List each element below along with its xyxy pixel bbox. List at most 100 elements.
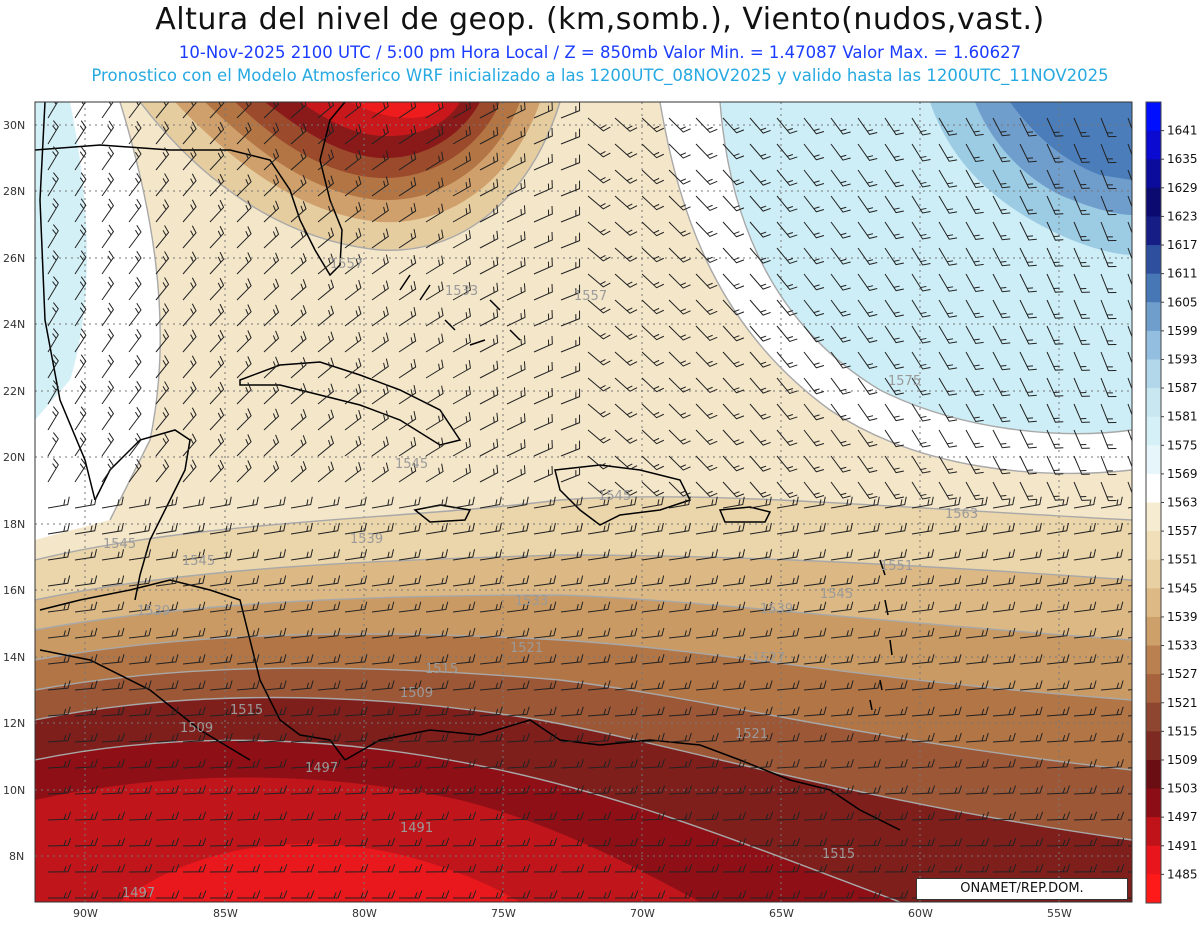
wind-barb: [344, 864, 369, 873]
wind-barb: [1046, 811, 1071, 821]
wind-barb: [236, 278, 252, 301]
wind-barb: [155, 811, 180, 821]
wind-barb: [641, 273, 665, 289]
wind-barb: [830, 429, 851, 447]
wind-barb: [776, 481, 798, 499]
wind-barb: [884, 496, 907, 509]
wind-barb: [398, 811, 423, 821]
colorbar-label: 1539: [1167, 610, 1198, 624]
wind-barb: [614, 221, 638, 236]
wind-barb: [1127, 325, 1132, 339]
wind-barb: [668, 117, 691, 133]
wind-barb: [1073, 680, 1097, 691]
wind-barb: [452, 102, 471, 119]
wind-barb: [398, 732, 422, 743]
wind-barb: [101, 432, 115, 457]
colorbar-label: 1533: [1167, 639, 1198, 653]
wind-barb: [884, 732, 908, 743]
wind-barb: [749, 864, 774, 873]
wind-barb: [452, 334, 471, 353]
wind-barb: [344, 228, 362, 249]
wind-barb: [1019, 351, 1037, 371]
wind-barb: [803, 654, 827, 665]
wind-barb: [317, 680, 341, 691]
wind-barb: [830, 143, 851, 161]
wind-barb: [992, 195, 1011, 215]
wind-barb: [128, 172, 142, 197]
wind-barb: [776, 403, 798, 421]
wind-barb: [614, 455, 638, 470]
wind-barb: [1019, 864, 1044, 873]
wind-barb: [290, 890, 315, 899]
wind-barb: [722, 481, 745, 498]
wind-barb: [992, 221, 1011, 241]
wind-barb: [47, 496, 70, 509]
colorbar-swatch: [1146, 216, 1161, 246]
wind-barb: [803, 247, 825, 265]
wind-barb: [803, 680, 827, 691]
wind-barb: [641, 522, 664, 535]
wind-barb: [1073, 377, 1090, 397]
wind-barb: [506, 127, 526, 145]
wind-barb: [1019, 549, 1043, 561]
wind-barb: [236, 732, 260, 743]
wind-barb: [803, 837, 828, 847]
wind-barb: [1046, 143, 1064, 163]
colorbar-swatch: [1146, 330, 1161, 360]
wind-barb: [533, 439, 553, 457]
wind-barb: [1100, 247, 1117, 268]
wind-barb: [1046, 575, 1070, 587]
wind-barb: [533, 361, 553, 379]
wind-barb: [209, 225, 225, 249]
wind-barb: [290, 601, 314, 613]
wind-barb: [749, 549, 773, 561]
wind-barb: [749, 601, 773, 613]
wind-barb: [857, 143, 878, 161]
wind-barb: [1100, 195, 1117, 216]
wind-barb: [479, 308, 499, 327]
wind-barb: [74, 380, 87, 405]
wind-barb: [749, 429, 771, 446]
wind-barb: [371, 228, 389, 249]
wind-barb: [560, 388, 581, 405]
wind-barb: [1073, 221, 1090, 241]
wind-barb: [614, 273, 638, 288]
wind-barb: [101, 380, 115, 405]
colorbar-label: 1563: [1167, 496, 1198, 510]
wind-barb: [344, 410, 362, 431]
wind-barb: [830, 890, 855, 899]
wind-barb: [344, 549, 368, 561]
wind-barb: [857, 680, 881, 691]
wind-barb: [290, 496, 313, 509]
wind-barb: [344, 358, 362, 379]
wind-barb: [479, 496, 502, 509]
wind-barb: [965, 549, 989, 561]
wind-barb: [128, 380, 142, 405]
wind-barb: [506, 102, 526, 119]
wind-barb: [371, 864, 396, 873]
wind-barb: [911, 864, 936, 873]
wind-barb: [506, 439, 526, 457]
wind-barb: [1019, 680, 1043, 691]
colorbar-label: 1593: [1167, 352, 1198, 366]
contour-label: 1557: [330, 257, 363, 272]
wind-barb: [47, 549, 71, 561]
wind-barb: [182, 785, 206, 795]
wind-barb: [965, 627, 989, 639]
wind-barb: [479, 334, 499, 353]
wind-barb: [560, 601, 584, 613]
wind-barb: [209, 601, 233, 613]
wind-barb: [344, 680, 368, 691]
wind-barb: [938, 455, 958, 474]
wind-barb: [74, 354, 87, 379]
wind-barb: [965, 143, 984, 163]
wind-barb: [398, 680, 422, 691]
wind-barb: [1127, 247, 1132, 261]
wind-barb: [47, 759, 71, 769]
wind-barb: [506, 811, 531, 821]
wind-barb: [317, 575, 341, 587]
wind-barb: [236, 148, 252, 171]
wind-barb: [371, 549, 395, 561]
wind-barb: [263, 122, 280, 145]
wind-barb: [857, 654, 881, 665]
